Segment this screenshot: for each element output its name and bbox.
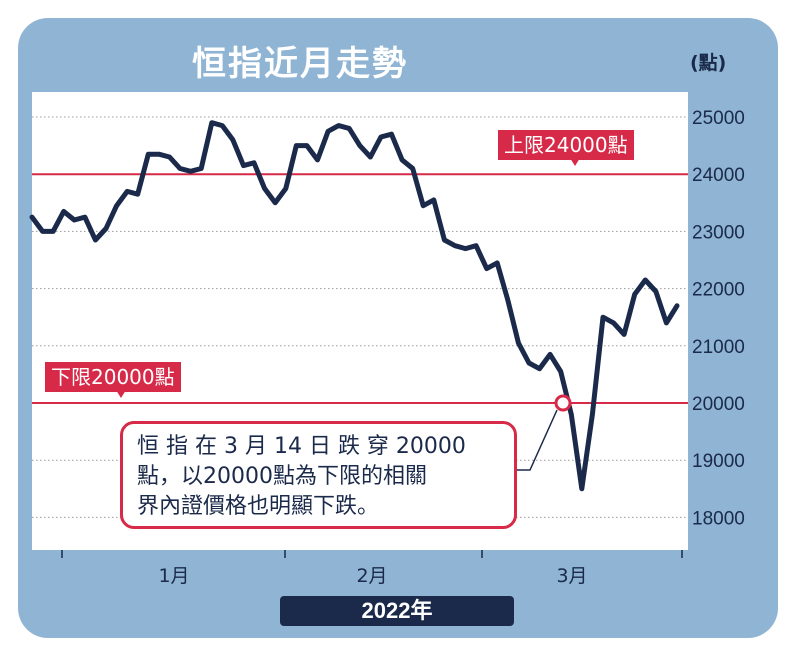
- y-tick-label: 22000: [692, 280, 745, 301]
- lower-label-pointer: [116, 390, 126, 398]
- y-tick-label: 18000: [692, 508, 745, 529]
- annotation-marker: [554, 394, 572, 412]
- annotation-line: 點，以20000點為下限的相關: [137, 464, 427, 489]
- x-tick-label: 3月: [556, 565, 587, 587]
- x-tick-label: 2月: [356, 565, 387, 587]
- year-label: 2022年: [280, 596, 514, 626]
- upper-label-pointer: [570, 158, 580, 166]
- y-tick-label: 25000: [692, 108, 745, 129]
- annotation-leader: [517, 409, 558, 471]
- annotation-line: 界內證價格也明顯下跌。: [137, 494, 380, 519]
- upper-limit-label: 上限24000點: [498, 130, 634, 160]
- y-tick-label: 23000: [692, 222, 745, 243]
- annotation-box: 恒 指 在 3 月 14 日 跌 穿 20000 點，以20000點為下限的相關…: [120, 421, 517, 529]
- y-unit-label: (點): [690, 52, 727, 74]
- y-tick-label: 20000: [692, 394, 745, 415]
- lower-limit-label: 下限20000點: [45, 362, 181, 392]
- chart-title: 恒指近月走勢: [192, 44, 408, 84]
- x-tick-label: 1月: [158, 565, 189, 587]
- annotation-line: 恒 指 在 3 月 14 日 跌 穿 20000: [137, 434, 466, 459]
- y-tick-label: 21000: [692, 337, 745, 358]
- y-tick-label: 19000: [692, 451, 745, 472]
- y-tick-label: 24000: [692, 165, 745, 186]
